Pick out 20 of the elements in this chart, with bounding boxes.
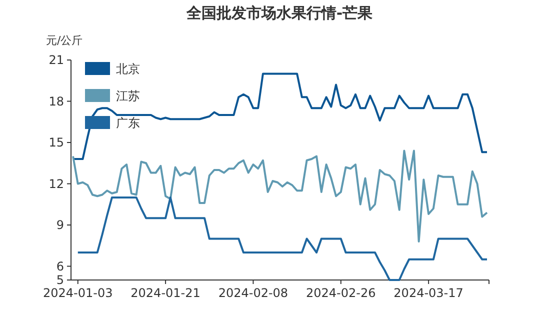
x-tick-label: 2024-02-08 — [218, 286, 288, 300]
x-tick-label: 2024-01-21 — [130, 286, 200, 300]
x-tick-label: 2024-01-03 — [42, 286, 113, 300]
y-tick-label: 21 — [48, 53, 64, 68]
y-tick-label: 12 — [48, 176, 64, 191]
y-tick-label: 15 — [48, 136, 64, 150]
x-tick-label: 2024-03-17 — [394, 286, 464, 300]
legend-label: 广东 — [116, 116, 140, 130]
y-tick-label: 6 — [56, 259, 64, 274]
line-series — [76, 196, 488, 281]
x-tick-label: 2024-02-26 — [306, 286, 376, 300]
chart-title: 全国批发市场水果行情-芒果 — [185, 4, 374, 22]
line-series — [72, 72, 488, 160]
y-tick-label: 9 — [56, 218, 64, 232]
line-series — [72, 150, 488, 242]
legend-label: 江苏 — [116, 89, 140, 104]
y-axis-title: 元/公斤 — [46, 34, 83, 47]
legend-label: 北京 — [116, 62, 140, 76]
y-tick-label: 18 — [48, 94, 64, 108]
y-tick-label: 5 — [56, 273, 64, 288]
